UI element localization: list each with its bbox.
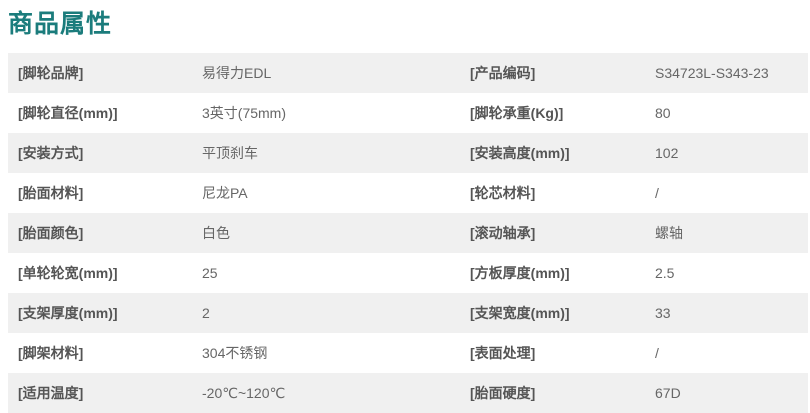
section-title: 商品属性 [8, 10, 113, 38]
attribute-label: [胎面硬度] [470, 385, 536, 401]
attribute-label: [胎面材料] [18, 185, 84, 201]
attribute-label: [轮芯材料] [470, 185, 536, 201]
attribute-value: 白色 [202, 225, 230, 241]
attribute-label: [表面处理] [470, 345, 536, 361]
table-row: [胎面材料] 尼龙PA [轮芯材料] / [8, 173, 808, 213]
attribute-value: 67D [655, 385, 681, 401]
attribute-label: [胎面颜色] [18, 225, 84, 241]
attribute-label: [支架厚度(mm)] [18, 305, 118, 321]
attribute-label: [支架宽度(mm)] [470, 305, 570, 321]
attribute-value: 尼龙PA [202, 185, 248, 201]
attribute-label: [单轮轮宽(mm)] [18, 265, 118, 281]
table-row: [胎面颜色] 白色 [滚动轴承] 螺轴 [8, 213, 808, 253]
attribute-label: [脚轮品牌] [18, 65, 84, 81]
table-row: [适用温度] -20℃~120℃ [胎面硬度] 67D [8, 373, 808, 413]
attribute-value: -20℃~120℃ [202, 384, 286, 401]
attribute-label: [脚轮直径(mm)] [18, 105, 118, 121]
attribute-value: / [655, 185, 659, 201]
table-row: [单轮轮宽(mm)] 25 [方板厚度(mm)] 2.5 [8, 253, 808, 293]
attribute-value: 80 [655, 105, 671, 121]
attribute-value: 3英寸(75mm) [202, 105, 287, 121]
attribute-value: / [655, 345, 659, 361]
table-row: [安装方式] 平顶刹车 [安装高度(mm)] 102 [8, 133, 808, 173]
attribute-value: 25 [202, 265, 218, 281]
table-row: [脚架材料] 304不锈钢 [表面处理] / [8, 333, 808, 373]
attribute-label: [安装方式] [18, 145, 84, 161]
table-row: [脚轮直径(mm)] 3英寸(75mm) [脚轮承重(Kg)] 80 [8, 93, 808, 133]
table-row: [脚轮品牌] 易得力EDL [产品编码] S34723L-S343-23 [8, 53, 808, 93]
attribute-label: [安装高度(mm)] [470, 145, 570, 161]
attribute-label: [脚轮承重(Kg)] [470, 105, 564, 121]
attribute-value: 螺轴 [655, 225, 683, 241]
attribute-value: S34723L-S343-23 [655, 65, 769, 81]
table-row: [支架厚度(mm)] 2 [支架宽度(mm)] 33 [8, 293, 808, 333]
attribute-value: 102 [655, 145, 679, 161]
attribute-label: [方板厚度(mm)] [470, 265, 570, 281]
attribute-label: [滚动轴承] [470, 225, 536, 241]
attribute-value: 易得力EDL [202, 65, 272, 81]
attribute-value: 33 [655, 305, 671, 321]
attribute-value: 平顶刹车 [202, 145, 258, 161]
attribute-label: [产品编码] [470, 65, 536, 81]
attribute-label: [适用温度] [18, 385, 84, 401]
attribute-value: 2.5 [655, 265, 675, 281]
attribute-value: 304不锈钢 [202, 345, 268, 361]
attribute-value: 2 [202, 305, 210, 321]
attributes-table: [脚轮品牌] 易得力EDL [产品编码] S34723L-S343-23 [脚轮直径(m… [8, 53, 808, 413]
attribute-label: [脚架材料] [18, 345, 84, 361]
